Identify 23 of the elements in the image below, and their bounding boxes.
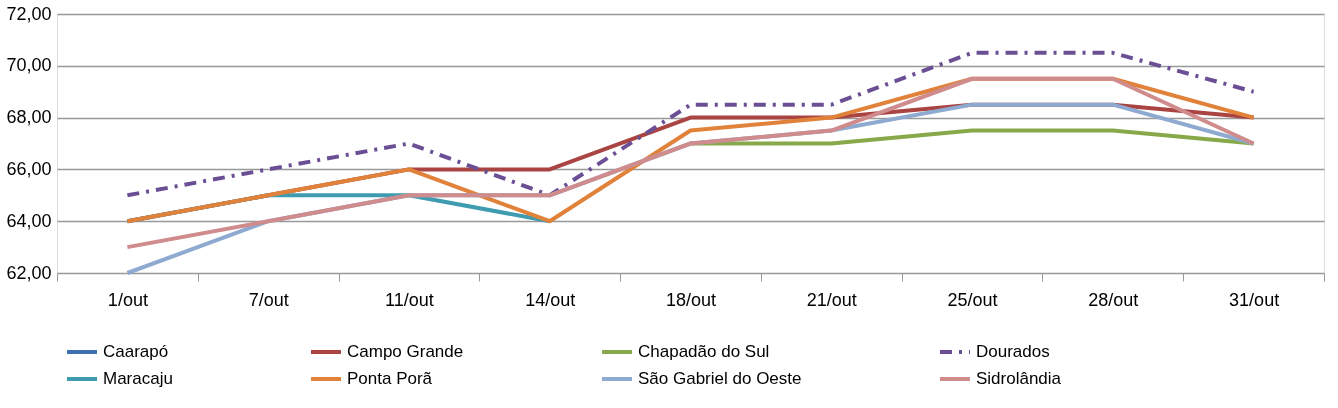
x-tick-label: 18/out (665, 289, 717, 310)
legend-label: Sidrolândia (976, 369, 1062, 388)
y-tick-label: 66,00 (6, 158, 52, 179)
legend-label: Chapadão do Sul (638, 342, 770, 361)
legend-label: São Gabriel do Oeste (638, 369, 802, 388)
x-tick-label: 28/out (1088, 289, 1139, 310)
x-tick-label: 14/out (525, 289, 576, 310)
y-tick-label: 70,00 (6, 55, 52, 76)
x-tick-label: 11/out (385, 289, 434, 310)
legend-label: Maracaju (103, 369, 173, 388)
legend-label: Caarapó (103, 342, 169, 361)
y-tick-label: 68,00 (6, 107, 52, 128)
x-tick-label: 25/out (947, 289, 998, 310)
x-tick-label: 21/out (806, 289, 857, 310)
legend-label: Ponta Porã (347, 369, 433, 388)
y-tick-label: 72,00 (6, 3, 52, 24)
x-tick-label: 1/out (107, 289, 148, 310)
y-tick-label: 64,00 (6, 210, 52, 231)
x-tick-label: 31/out (1229, 289, 1280, 310)
legend-label: Dourados (976, 342, 1050, 361)
legend-label: Campo Grande (347, 342, 464, 361)
x-tick-label: 7/out (248, 289, 289, 310)
y-tick-label: 62,00 (6, 262, 52, 283)
